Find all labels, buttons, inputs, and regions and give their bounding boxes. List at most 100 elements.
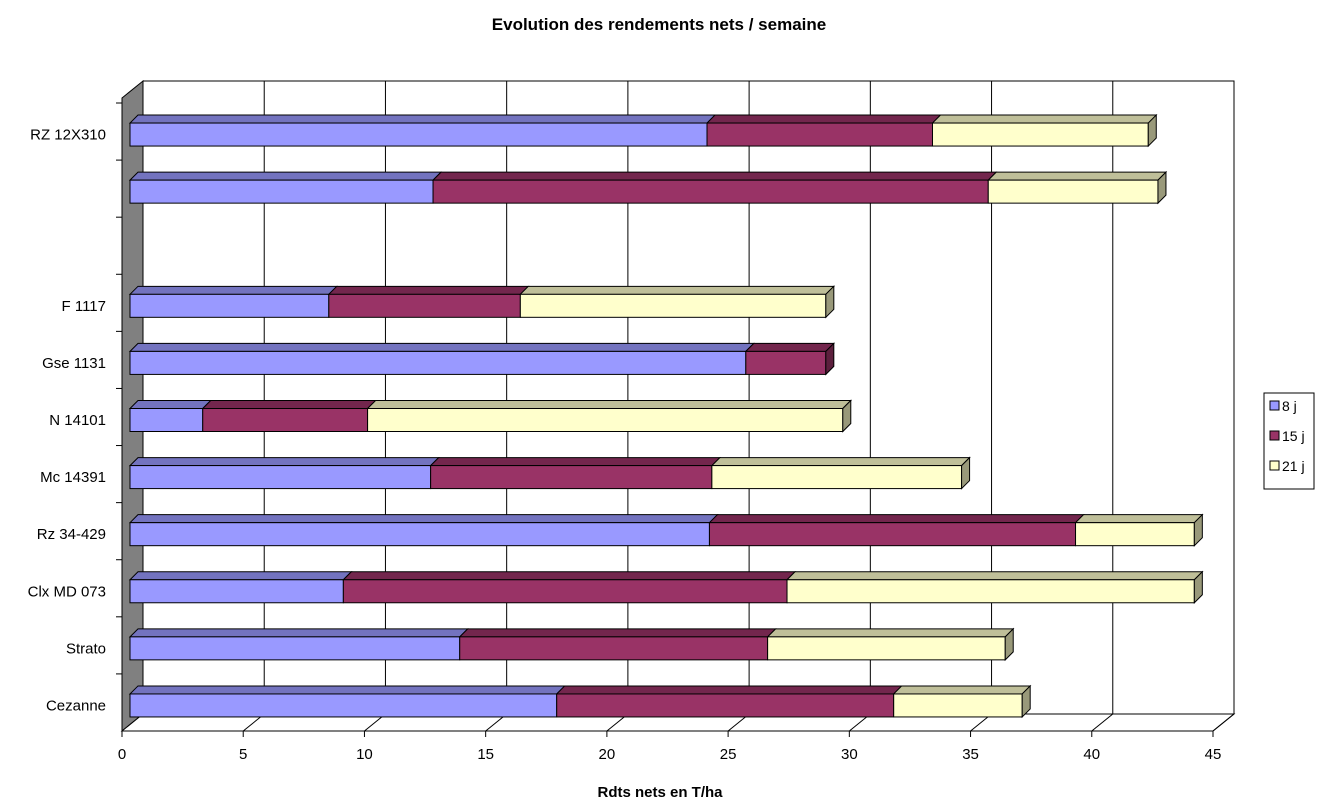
bar-segment-top <box>128 285 339 295</box>
bar-segment <box>519 293 827 318</box>
bar-segment <box>129 350 747 375</box>
bar-segment <box>129 179 434 204</box>
bar-segment <box>129 293 330 318</box>
bar-end <box>961 456 971 490</box>
bar-segment <box>129 579 344 604</box>
bar-end <box>1157 170 1167 205</box>
legend-swatch <box>1269 460 1280 471</box>
bar-segment <box>328 293 521 318</box>
bar-segment <box>556 693 895 718</box>
bar-end <box>1021 684 1031 719</box>
bar-segment <box>432 179 989 204</box>
y-category-label: Strato <box>66 640 106 657</box>
bar-end <box>1004 627 1014 662</box>
bar-segment-top <box>1074 514 1204 524</box>
bar-segment <box>367 408 844 432</box>
y-category-label: Cezanne <box>46 697 106 714</box>
x-tick-label: 40 <box>1083 746 1100 763</box>
bar-segment <box>706 122 933 147</box>
bar-end <box>1147 113 1157 148</box>
x-tick-label: 0 <box>118 746 126 763</box>
x-tick-label: 10 <box>356 746 373 763</box>
bar-segment-top <box>429 457 722 467</box>
y-category-label: Clx MD 073 <box>28 583 106 600</box>
bar-end <box>825 342 835 376</box>
bar-segment <box>459 636 769 661</box>
bar-segment-top <box>201 400 377 409</box>
bar-segment-top <box>458 628 777 638</box>
bar-segment-top <box>342 571 797 581</box>
bar-segment <box>708 522 1077 547</box>
bar-segment-top <box>128 457 440 467</box>
bar-segment <box>129 408 204 432</box>
bar-segment-top <box>128 114 717 124</box>
bar-end <box>842 399 852 433</box>
bar-segment-top <box>892 685 1032 695</box>
bar-segment-top <box>555 685 903 695</box>
bar-segment <box>1075 522 1195 547</box>
y-category-label: RZ 12X310 <box>30 127 106 144</box>
x-axis-title: Rdts nets en T/ha <box>597 784 723 801</box>
x-tick-label: 15 <box>477 746 494 763</box>
bar-segment-top <box>710 457 971 467</box>
legend-label: 8 j <box>1282 398 1297 414</box>
bar-segment-top <box>327 285 530 295</box>
floor-gridline <box>1091 713 1114 732</box>
bar-segment <box>987 179 1159 204</box>
x-tick-label: 45 <box>1205 746 1222 763</box>
bar-segment-top <box>128 628 469 638</box>
bars <box>128 113 1204 719</box>
y-category-label: F 1117 <box>62 298 106 315</box>
bar-segment-top <box>128 342 756 352</box>
bar-segment <box>129 522 710 547</box>
bar-segment <box>931 122 1149 147</box>
bar-segment-top <box>366 400 852 409</box>
x-axis-ticks: 0 5 10 15 20 25 30 35 40 45 <box>118 730 1222 763</box>
chart-title: Evolution des rendements nets / semaine <box>492 15 826 34</box>
x-tick-label: 25 <box>720 746 737 763</box>
y-axis-categories: RZ 12X310 F 1117 Gse 1131 N 14101 Mc 14391 Rz… <box>28 102 122 714</box>
floor-gridline <box>1212 713 1235 732</box>
bar-segment <box>430 465 713 490</box>
legend-label: 15 j <box>1282 428 1305 444</box>
bar-segment <box>129 636 461 661</box>
y-category-label: Gse 1131 <box>42 355 106 372</box>
bar-end <box>1193 570 1203 604</box>
bar-segment-top <box>128 400 212 409</box>
x-tick-label: 30 <box>841 746 858 763</box>
bar-segment <box>893 693 1023 718</box>
bar-segment-top <box>705 114 942 124</box>
y-category-label: Mc 14391 <box>40 469 106 486</box>
legend-swatch <box>1269 400 1280 411</box>
bar-segment-top <box>431 171 998 181</box>
bar-segment-top <box>744 342 836 352</box>
bar-segment <box>745 350 827 375</box>
y-category-label: N 14101 <box>49 412 106 429</box>
bar-segment-top <box>128 685 566 695</box>
bar-segment <box>129 465 432 490</box>
legend: 8 j 15 j 21 j <box>1263 392 1315 490</box>
bar-segment <box>786 579 1195 604</box>
x-tick-label: 20 <box>599 746 616 763</box>
bar-segment-top <box>931 114 1158 124</box>
bar-segment-top <box>708 514 1085 524</box>
bar-segment-top <box>519 285 836 295</box>
bar-segment <box>342 579 788 604</box>
bar-segment <box>129 693 558 718</box>
x-tick-label: 5 <box>239 746 247 763</box>
legend-label: 21 j <box>1282 458 1305 474</box>
bar-segment-top <box>785 571 1204 581</box>
bar-segment-top <box>128 171 443 181</box>
bar-segment <box>711 465 963 490</box>
bar-end <box>825 285 835 319</box>
y-category-label: Rz 34-429 <box>37 526 106 543</box>
bar-segment-top <box>128 571 353 581</box>
x-tick-label: 35 <box>962 746 979 763</box>
bar-segment-top <box>987 171 1168 181</box>
bar-segment <box>202 408 369 432</box>
bar-segment-top <box>766 628 1015 638</box>
bar-segment <box>129 122 708 147</box>
legend-swatch <box>1269 430 1280 441</box>
bar-end <box>1193 513 1203 547</box>
